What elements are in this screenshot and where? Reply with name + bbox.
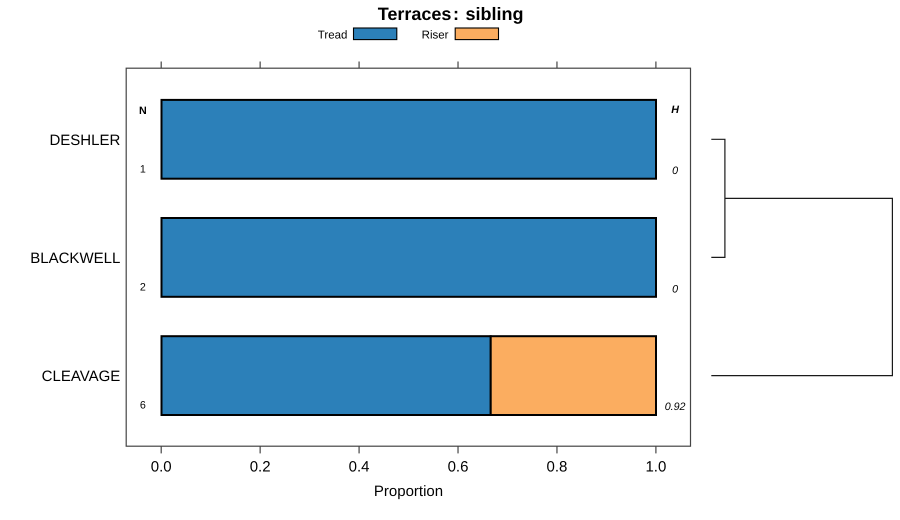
- svg-text:Terraces : sibling: Terraces : sibling: [378, 4, 524, 24]
- svg-text:0.0: 0.0: [151, 459, 172, 476]
- svg-text:6: 6: [140, 400, 146, 412]
- svg-text:DESHLER: DESHLER: [49, 132, 120, 149]
- svg-text:1: 1: [140, 164, 146, 176]
- svg-text:1.0: 1.0: [645, 459, 666, 476]
- svg-text:CLEAVAGE: CLEAVAGE: [42, 368, 121, 385]
- svg-text:0: 0: [672, 165, 678, 177]
- svg-text:0.92: 0.92: [665, 401, 686, 413]
- svg-text:0.6: 0.6: [448, 459, 469, 476]
- svg-text:2: 2: [140, 282, 146, 294]
- svg-text:0.8: 0.8: [547, 459, 568, 476]
- svg-text:0.2: 0.2: [250, 459, 271, 476]
- svg-text:0.4: 0.4: [349, 459, 370, 476]
- svg-text:N: N: [139, 105, 147, 117]
- svg-text:BLACKWELL: BLACKWELL: [30, 250, 120, 267]
- svg-text:Riser: Riser: [422, 30, 449, 42]
- svg-text:Proportion: Proportion: [374, 483, 443, 500]
- svg-text:H: H: [671, 104, 679, 116]
- svg-text:0: 0: [672, 283, 678, 295]
- svg-text:Tread: Tread: [318, 30, 348, 42]
